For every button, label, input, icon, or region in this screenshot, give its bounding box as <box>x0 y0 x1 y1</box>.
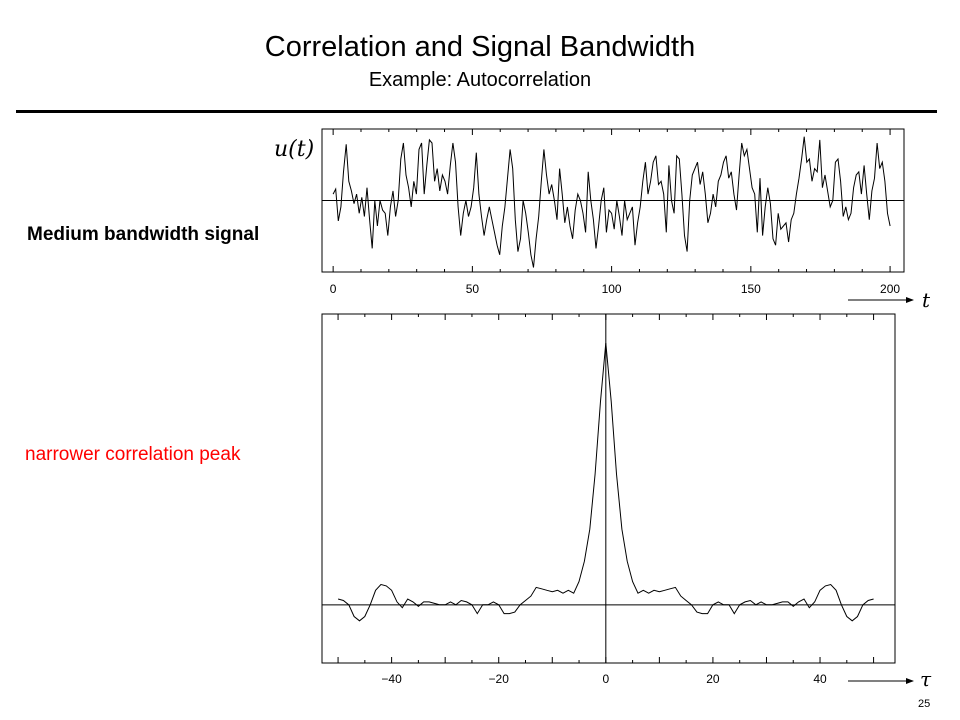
signal-tick-label: 0 <box>330 282 337 296</box>
autocorrelation-tick-label: 20 <box>706 672 720 686</box>
signal-tick-label: 50 <box>466 282 480 296</box>
signal-tick-labels: 0 50 100 150 200 <box>330 282 901 296</box>
signal-tick-label: 150 <box>741 282 761 296</box>
signal-chart: 0 50 100 150 200 u(t) t <box>274 128 931 312</box>
signal-x-axis-label: t <box>922 288 931 312</box>
signal-tick-label: 100 <box>602 282 622 296</box>
signal-tick-label: 200 <box>880 282 900 296</box>
page-number: 25 <box>918 698 931 710</box>
signal-bottom-ticks <box>332 266 891 272</box>
bandwidth-label: Medium bandwidth signal <box>27 224 260 245</box>
autocorrelation-top-ticks <box>337 314 875 320</box>
slide-title: Correlation and Signal Bandwidth <box>264 31 696 63</box>
autocorrelation-tick-label: −40 <box>381 672 402 686</box>
signal-top-ticks <box>332 129 891 135</box>
title-divider <box>16 110 937 113</box>
autocorrelation-tick-label: 0 <box>602 672 609 686</box>
signal-trace <box>332 136 891 268</box>
autocorrelation-bottom-ticks <box>337 657 875 663</box>
slide-subtitle: Example: Autocorrelation <box>368 69 592 91</box>
autocorrelation-tick-label: 40 <box>813 672 827 686</box>
signal-y-axis-label: u(t) <box>274 137 314 162</box>
autocorrelation-trace <box>337 343 874 622</box>
autocorrelation-plot-frame <box>321 313 896 664</box>
autocorrelation-tick-labels: −40 −20 0 20 40 <box>381 672 827 686</box>
autocorrelation-tick-label: −20 <box>489 672 510 686</box>
correlation-peak-annotation: narrower correlation peak <box>25 444 241 465</box>
autocorrelation-x-axis-label: τ <box>920 667 932 691</box>
autocorrelation-chart: −40 −20 0 20 40 τ <box>321 313 932 691</box>
